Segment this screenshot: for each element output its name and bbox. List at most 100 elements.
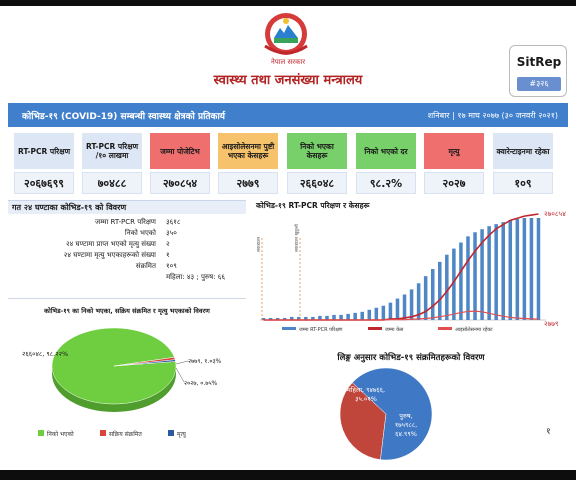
legend-swatch xyxy=(438,327,452,330)
test-bar xyxy=(480,229,484,320)
trend-chart: लकडाउन लकडाउन खुकुलो २७०८५४ २७७९ जम्मा RT-PC… xyxy=(257,210,566,333)
pie-label-recovered: २६६०४८, ९८.२२% xyxy=(22,350,68,358)
last24-row-value: ३५० xyxy=(166,229,177,237)
test-bar xyxy=(515,219,520,320)
test-bar xyxy=(374,307,379,320)
sex-pie-title: लिङ्ग अनुसार कोभिड-१९ संक्रमितहरूको विवर… xyxy=(337,353,485,363)
legend-swatch xyxy=(100,430,106,436)
lockdown-label: लकडाउन खुकुलो xyxy=(293,223,300,252)
sitrep-label: SitRep xyxy=(516,55,562,69)
last24-row: २४ घण्टामा प्राप्त भएको मृत्यु संख्या २ xyxy=(8,239,246,250)
total-cases-label: २७०८५४ xyxy=(544,210,566,218)
test-bar xyxy=(536,218,541,320)
last24-row-label: निको भएको xyxy=(124,229,156,237)
test-bar xyxy=(318,315,322,320)
test-bar xyxy=(268,317,273,320)
active-cases-label: २७७९ xyxy=(544,320,559,328)
test-bar xyxy=(452,248,456,320)
last24-row-label: जम्मा RT-PCR परिक्षण xyxy=(95,218,156,226)
test-bar xyxy=(494,224,498,320)
test-bar xyxy=(367,309,372,320)
stat-tile-label: RT-PCR परिक्षण /१० लाखमा xyxy=(82,133,142,169)
banner-date: शनिबार | १७ माघ २०७७ (३० जनवरी २०२१) xyxy=(427,111,558,120)
test-bar xyxy=(395,298,400,320)
female-pct: ३५.०१% xyxy=(355,395,377,403)
pie-label-active: २७७९, १.०३% xyxy=(188,358,222,365)
test-bar xyxy=(416,283,421,320)
test-bar xyxy=(466,236,470,320)
last24-row: जम्मा RT-PCR परिक्षण ३६१८ xyxy=(8,217,246,228)
test-bar xyxy=(459,242,463,320)
test-bar xyxy=(508,220,513,320)
legend-label: आइसोलेसनमा रहेका xyxy=(455,326,493,333)
government-name: नेपाल सरकार xyxy=(270,58,306,66)
female-label: महिला, ९४७६६, xyxy=(347,386,385,394)
last24-row: २४ घण्टामा मृत्यु भएकाहरूको संख्या १ xyxy=(8,250,246,261)
page-number: १ xyxy=(546,427,551,437)
last24-row-label: २४ घण्टामा मृत्यु भएकाहरूको संख्या xyxy=(63,251,156,259)
test-bar xyxy=(311,316,315,320)
test-bar xyxy=(529,218,534,320)
last24-row: संक्रमित १०९ xyxy=(8,261,246,272)
test-bar xyxy=(381,305,386,320)
last24-row-value: महिला: ४३ ; पुरुष: ६६ xyxy=(166,273,226,281)
last24-row: महिला: ४३ ; पुरुष: ६६ xyxy=(8,272,246,283)
test-bar xyxy=(501,222,505,320)
test-bar xyxy=(473,232,477,320)
last24-row-value: १०९ xyxy=(166,262,177,270)
nepal-emblem-icon xyxy=(264,13,308,55)
legend-swatch xyxy=(368,327,382,330)
stat-tile-label: आइसोलेसनमा पुष्टी भएका केसहरू xyxy=(218,133,278,169)
lockdown-label: लकडाउन xyxy=(257,236,262,252)
last24-row-label: संक्रमित xyxy=(135,262,156,270)
legend-swatch xyxy=(168,430,174,436)
last24-row-label: २४ घण्टामा प्राप्त भएको मृत्यु संख्या xyxy=(65,240,156,248)
test-bar xyxy=(261,317,266,320)
stat-tile-value: २०२७ xyxy=(424,172,484,194)
test-bar xyxy=(423,276,428,320)
stat-tile-value: २७७९ xyxy=(218,172,278,194)
legend-swatch xyxy=(38,430,44,436)
test-bar xyxy=(522,218,527,320)
sitrep-badge: SitRep #३२६ xyxy=(509,45,567,97)
last24-row-value: २ xyxy=(166,240,170,248)
test-bar xyxy=(409,289,414,320)
test-bar xyxy=(487,226,491,320)
isolation-line xyxy=(263,310,539,321)
status-pie-chart: २६६०४८, ९८.२२% २७७९, १.०३% २०२७, ०.७५% निको… xyxy=(22,327,222,438)
stat-tile-value: ९८.२% xyxy=(356,172,416,194)
test-bar xyxy=(402,294,407,320)
male-value: १७५९८८, xyxy=(395,421,417,429)
stat-tile-label: निको भएको दर xyxy=(356,133,416,169)
ministry-title: स्वास्थ्य तथा जनसंख्या मन्त्रालय xyxy=(213,73,363,88)
test-bar xyxy=(289,316,294,320)
stat-tile-value: १०९ xyxy=(493,172,553,194)
stat-tile-label: मृत्यु xyxy=(424,133,484,169)
stat-tile-label: RT-PCR परिक्षण xyxy=(14,133,74,169)
test-bar xyxy=(360,311,364,320)
stat-tile-label: निको भएका केसहरू xyxy=(287,133,347,169)
test-bar xyxy=(325,315,329,320)
top-border xyxy=(0,0,576,6)
male-label: पुरुष, xyxy=(399,412,412,420)
test-bar xyxy=(332,314,336,320)
status-pie-title: कोभिड-१९ का निको भएका, सक्रिय संक्रमित र… xyxy=(44,307,210,315)
sex-pie-chart: महिला, ९४७६६,३५.०१% पुरुष,१७५९८८,६४.९९% xyxy=(339,367,433,461)
pie-slice-female xyxy=(339,382,387,460)
last24-row-value: ३६१८ xyxy=(166,218,181,226)
test-bar xyxy=(430,269,435,320)
test-bar xyxy=(445,254,449,320)
trend-chart-title: कोभिड-१९ RT-PCR परिक्षण र केसहरू xyxy=(256,201,370,210)
legend-swatch xyxy=(282,327,296,330)
title-banner: कोभिड-१९ (COVID-19) सम्बन्धी स्वास्थ्य क… xyxy=(8,103,568,127)
stat-tile-value: ७०४८८ xyxy=(82,172,142,194)
stat-tile-value: २६६०४८ xyxy=(287,172,347,194)
stat-tile-label: जम्मा पोजेटिभ xyxy=(150,133,210,169)
test-bar xyxy=(304,316,308,320)
legend-label: सक्रिय संक्रमित xyxy=(109,430,142,438)
test-bar xyxy=(438,261,442,320)
last24-heading: गत २४ घण्टाका कोभिड-१९ को विवरण xyxy=(8,200,246,214)
legend-label: जम्मा RT-PCR परिक्षण xyxy=(299,326,343,333)
stat-tile-value: २०६७६९९ xyxy=(14,172,74,194)
pie-slice-male xyxy=(351,367,433,461)
